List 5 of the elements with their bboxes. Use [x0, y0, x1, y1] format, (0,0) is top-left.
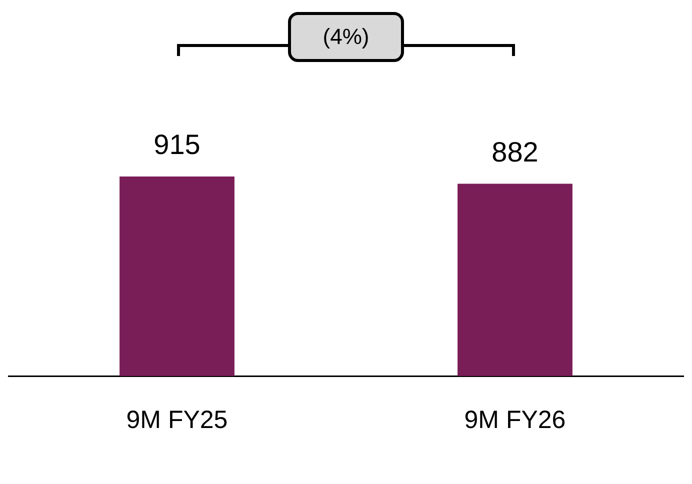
x-tick-label: 9M FY25 — [126, 406, 228, 434]
data-label: 882 — [492, 136, 538, 168]
text: (4%) — [288, 12, 404, 62]
x-tick-label: 9M FY26 — [464, 406, 566, 434]
data-label: 915 — [154, 129, 200, 160]
